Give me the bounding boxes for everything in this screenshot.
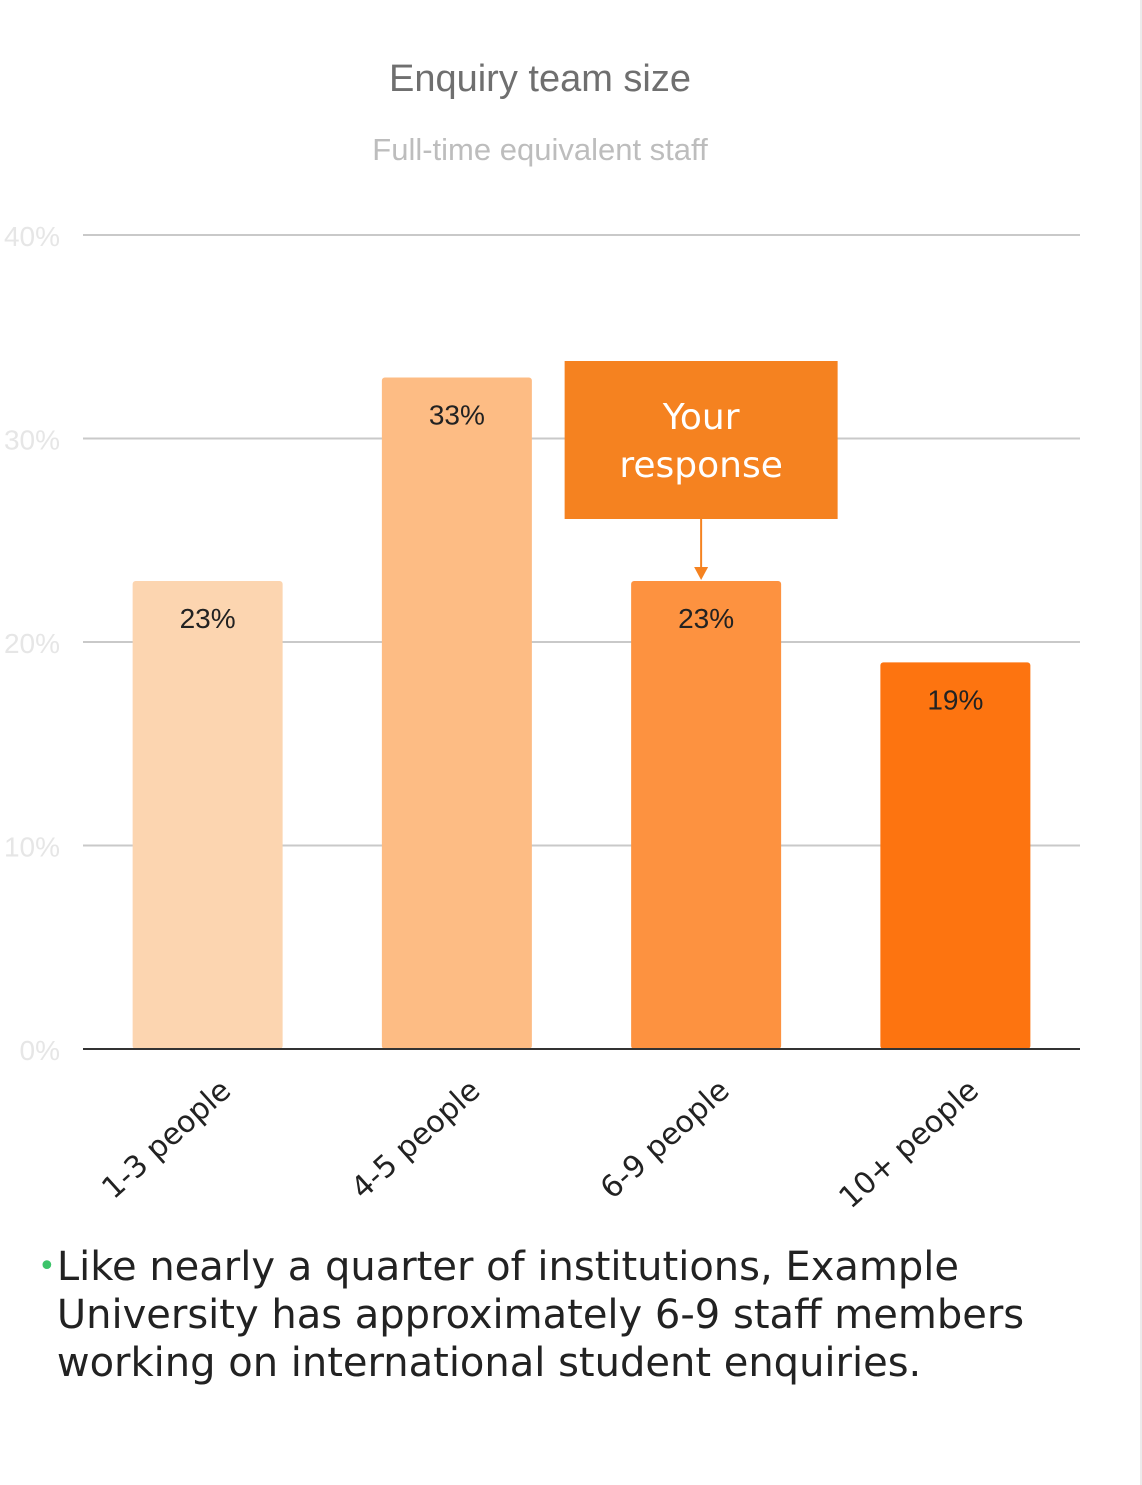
y-tick-label: 40% bbox=[4, 221, 60, 252]
bar bbox=[381, 377, 532, 1049]
y-tick-label: 10% bbox=[4, 832, 60, 863]
x-tick-label: 1-3 people bbox=[95, 1073, 237, 1206]
bar-chart: 0% 10% 20% 30% 40% 23% 1-3 people 33% 4-5 people… bbox=[4, 221, 1080, 1216]
annotation-text: Your bbox=[662, 397, 740, 438]
y-tick-label: 0% bbox=[20, 1035, 60, 1066]
annotation-arrow-head bbox=[694, 566, 709, 580]
bar bbox=[132, 580, 283, 1049]
bar bbox=[880, 662, 1031, 1049]
summary-bullet-item: • Like nearly a quarter of institutions,… bbox=[38, 1243, 1098, 1387]
data-label: 19% bbox=[927, 684, 983, 715]
chart-title: Enquiry team size bbox=[388, 58, 691, 100]
summary-text: Like nearly a quarter of institutions, E… bbox=[56, 1244, 1025, 1386]
bar bbox=[631, 580, 782, 1049]
annotation-text: response bbox=[619, 445, 783, 486]
x-tick-label: 6-9 people bbox=[594, 1073, 736, 1206]
annotation-box bbox=[564, 361, 838, 519]
data-label: 23% bbox=[678, 603, 734, 634]
x-tick-label: 10+ people bbox=[833, 1073, 986, 1216]
page-right-border bbox=[1140, 0, 1142, 1485]
x-tick-label: 4-5 people bbox=[345, 1073, 487, 1206]
data-label: 33% bbox=[429, 399, 485, 430]
data-label: 23% bbox=[180, 603, 236, 634]
y-tick-label: 30% bbox=[4, 425, 60, 456]
y-tick-label: 20% bbox=[4, 628, 60, 659]
chart-subtitle: Full-time equivalent staff bbox=[372, 132, 708, 167]
bullet-icon: • bbox=[38, 1249, 56, 1284]
